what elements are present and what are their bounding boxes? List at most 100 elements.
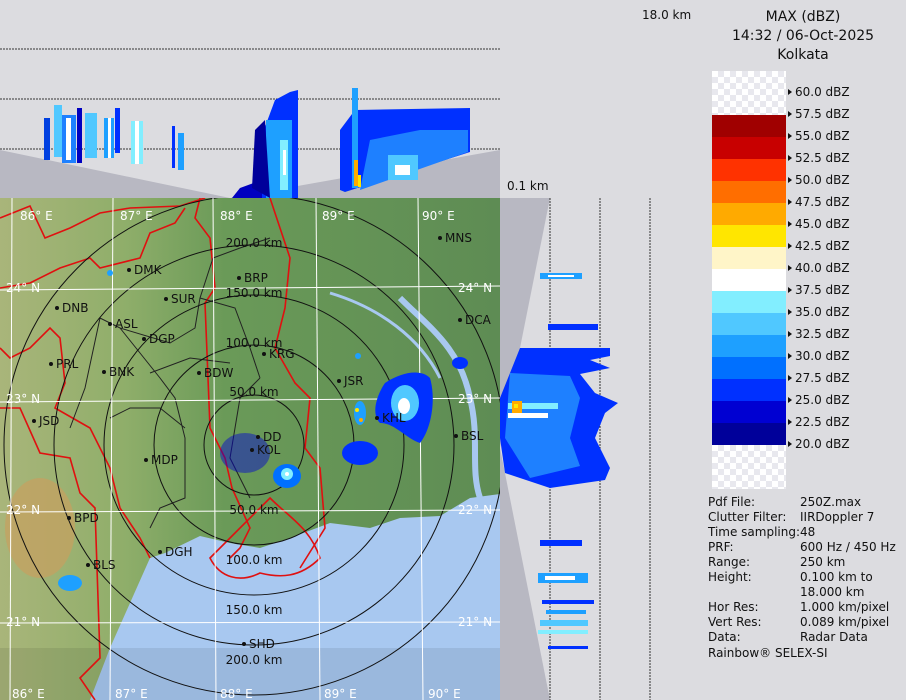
city-marker (67, 516, 71, 520)
city-marker (256, 435, 260, 439)
info-value: 600 Hz / 450 Hz (800, 540, 896, 554)
profile-top-height-label: 18.0 km (642, 8, 692, 22)
city-marker (164, 297, 168, 301)
city-marker (158, 550, 162, 554)
info-key: Clutter Filter: (708, 510, 787, 524)
lat-lon-grid (0, 198, 500, 700)
colorbar-band (712, 181, 786, 203)
city-marker (49, 362, 53, 366)
city-label: MNS (445, 231, 472, 245)
colorbar-label: 57.5 dBZ (788, 107, 850, 121)
city-marker (144, 458, 148, 462)
info-key: Vert Res: (708, 615, 762, 629)
city-label: KOL (257, 443, 281, 457)
city-marker (86, 563, 90, 567)
lon-label: 90° E (428, 687, 461, 700)
ground-shadow (0, 150, 500, 198)
city-label: BRP (244, 271, 268, 285)
info-value: 18.000 km (800, 585, 865, 599)
city-marker (242, 642, 246, 646)
city-label: KHL (382, 411, 406, 425)
ring-label: 150.0 km (226, 603, 283, 617)
colorbar-label: 42.5 dBZ (788, 239, 850, 253)
city-label: DMK (134, 263, 163, 277)
city-marker (108, 322, 112, 326)
lon-label: 89° E (324, 687, 357, 700)
city-label: DGP (149, 332, 175, 346)
colorbar-label: 35.0 dBZ (788, 305, 850, 319)
colorbar-band (712, 247, 786, 269)
lat-label: 22° N (458, 503, 492, 517)
ring-label: 100.0 km (226, 553, 283, 567)
lat-label: 23° N (458, 392, 492, 406)
city-marker (127, 268, 131, 272)
info-key: PRF: (708, 540, 734, 554)
legend-panel: MAX (dBZ) 14:32 / 06-Oct-2025 Kolkata (700, 0, 906, 700)
colorbar-label: 37.5 dBZ (788, 283, 850, 297)
colorbar-band (712, 137, 786, 159)
city-label: SHD (249, 637, 275, 651)
city-marker (375, 416, 379, 420)
city-label: KRG (269, 347, 295, 361)
city-label: BNK (109, 365, 135, 379)
info-value: 0.089 km/pixel (800, 615, 890, 629)
city-label: SUR (171, 292, 196, 306)
info-key: Time sampling: (708, 525, 801, 539)
info-value: 250 km (800, 555, 846, 569)
lon-label: 87° E (120, 209, 153, 223)
city-marker (32, 419, 36, 423)
colorbar-band (712, 357, 786, 379)
radar-map[interactable]: 50.0 km 100.0 km 150.0 km 200.0 km 50.0 … (0, 198, 500, 700)
colorbar-label: 52.5 dBZ (788, 151, 850, 165)
ring-label: 150.0 km (226, 286, 283, 300)
colorbar-label: 22.5 dBZ (788, 415, 850, 429)
colorbar-label: 45.0 dBZ (788, 217, 850, 231)
city-marker (237, 276, 241, 280)
profile-bottom-height-label: 0.1 km (507, 179, 549, 193)
info-key: Hor Res: (708, 600, 759, 614)
city-marker (454, 434, 458, 438)
range-rings (3, 198, 500, 696)
info-value: 0.100 km to (800, 570, 873, 584)
top-height-profile (0, 0, 500, 198)
colorbar-band (712, 115, 786, 137)
colorbar-band (712, 335, 786, 357)
colorbar-label: 60.0 dBZ (788, 85, 850, 99)
colorbar-label: 40.0 dBZ (788, 261, 850, 275)
lon-label: 89° E (322, 209, 355, 223)
info-value: 250Z.max (800, 495, 862, 509)
district-borders (69, 237, 271, 529)
site-name: Kolkata (777, 47, 829, 63)
info-key: Data: (708, 630, 741, 644)
colorbar-band (712, 291, 786, 313)
colorbar-label: 30.0 dBZ (788, 349, 850, 363)
highland-area (5, 478, 75, 578)
city-label: BPD (74, 511, 99, 525)
city-label: JSR (343, 374, 364, 388)
colorbar-band (712, 159, 786, 181)
ground-shadow (500, 198, 550, 700)
colorbar-band (712, 401, 786, 423)
info-key: Pdf File: (708, 495, 756, 509)
ring-label: 200.0 km (226, 653, 283, 667)
city-label: BLS (93, 558, 116, 572)
info-key: Range: (708, 555, 751, 569)
colorbar-label: 55.0 dBZ (788, 129, 850, 143)
city-label: ASL (115, 317, 138, 331)
city-marker (142, 337, 146, 341)
colorbar-label: 32.5 dBZ (788, 327, 850, 341)
city-marker (102, 370, 106, 374)
colorbar-band (712, 225, 786, 247)
lon-label: 87° E (115, 687, 148, 700)
city-label: DGH (165, 545, 193, 559)
city-marker (55, 306, 59, 310)
lat-label: 21° N (458, 615, 492, 629)
colorbar-band (712, 423, 786, 445)
city-label: JSD (38, 414, 59, 428)
city-label: DCA (465, 313, 492, 327)
city-label: DD (263, 430, 281, 444)
colorbar-over-range (712, 71, 786, 115)
city-marker (337, 379, 341, 383)
city-label: MDP (151, 453, 178, 467)
info-key: Height: (708, 570, 752, 584)
